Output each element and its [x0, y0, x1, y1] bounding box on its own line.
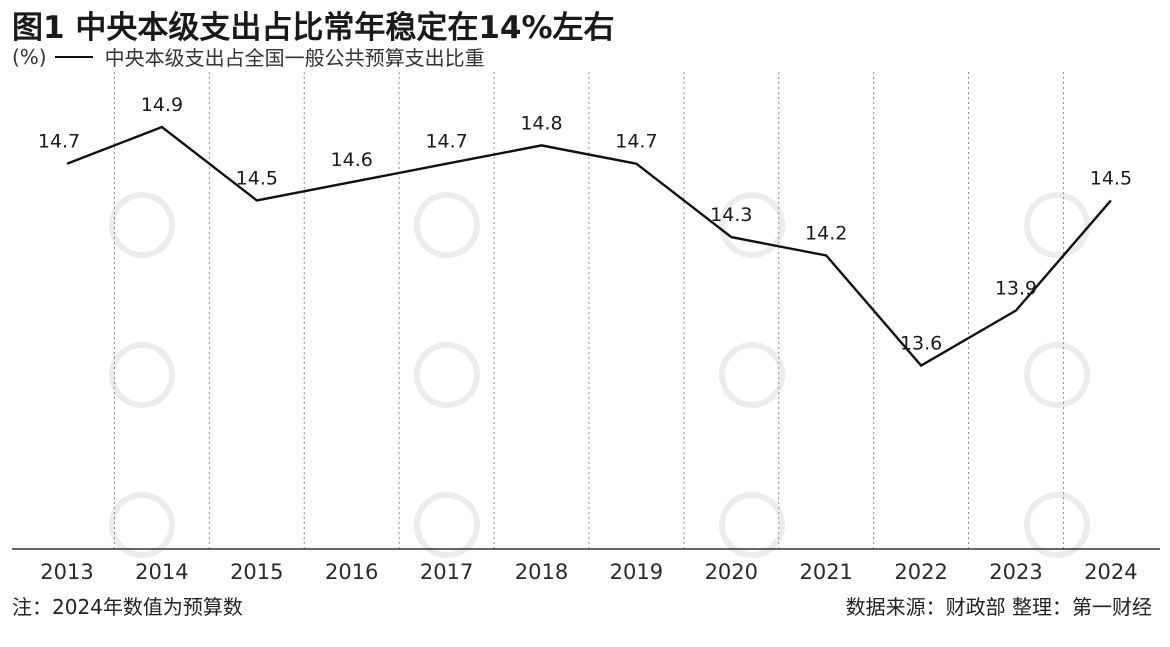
watermark-logo [1024, 492, 1090, 558]
watermark-logo [719, 492, 785, 558]
legend-line-swatch [54, 55, 93, 58]
x-tick-label: 2023 [989, 560, 1042, 584]
x-tick-label: 2015 [230, 560, 283, 584]
x-tick-label: 2013 [40, 560, 93, 584]
data-label: 14.7 [615, 131, 657, 153]
x-tick-label: 2021 [799, 560, 852, 584]
series-line [66, 125, 1112, 368]
data-label: 14.7 [38, 131, 80, 153]
x-tick-label: 2019 [610, 560, 663, 584]
watermark-logo [414, 192, 480, 258]
legend-series-label: 中央本级支出占全国一般公共预算支出比重 [104, 46, 485, 70]
data-label: 14.8 [520, 112, 562, 134]
watermark-logo [1024, 192, 1090, 258]
data-label: 14.6 [331, 149, 373, 171]
watermark-logo [109, 342, 175, 408]
data-label: 14.2 [805, 222, 847, 244]
footnote: 注：2024年数值为预算数 [12, 595, 243, 619]
data-label: 14.5 [236, 167, 278, 189]
watermark-logo [414, 342, 480, 408]
data-label: 14.7 [425, 131, 467, 153]
x-tick-label: 2014 [135, 560, 188, 584]
x-tick-label: 2024 [1084, 560, 1137, 584]
watermark-logo [1024, 342, 1090, 408]
watermark-logo [719, 342, 785, 408]
watermark-logo [414, 492, 480, 558]
watermark-logo [109, 192, 175, 258]
legend: (%) 中央本级支出占全国一般公共预算支出比重 [12, 42, 485, 71]
data-label: 14.3 [710, 204, 752, 226]
data-label: 13.6 [900, 333, 942, 355]
chart-title: 图1 中央本级支出占比常年稳定在14%左右 [12, 10, 615, 46]
unit-label: (%) [12, 44, 47, 69]
data-label: 14.5 [1090, 167, 1132, 189]
data-label: 14.9 [141, 94, 183, 116]
watermark-logo [719, 192, 785, 258]
x-tick-label: 2017 [420, 560, 473, 584]
data-label: 13.9 [995, 278, 1037, 300]
x-tick-label: 2016 [325, 560, 378, 584]
source-credit: 数据来源：财政部 整理：第一财经 [845, 595, 1152, 619]
x-tick-label: 2020 [705, 560, 758, 584]
watermark-logo [109, 492, 175, 558]
x-tick-label: 2022 [894, 560, 947, 584]
x-tick-label: 2018 [515, 560, 568, 584]
